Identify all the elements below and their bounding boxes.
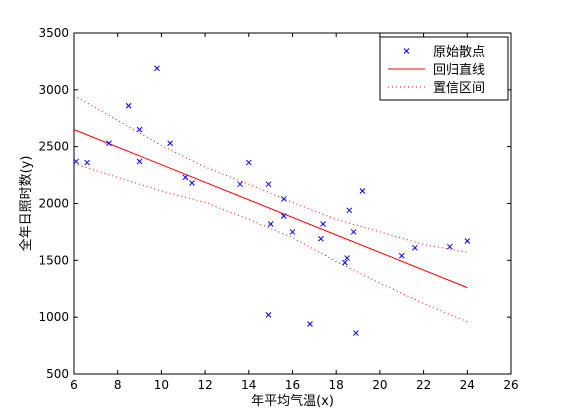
x-tick-label: 20 (372, 378, 387, 392)
legend-label: 原始散点 (433, 45, 485, 60)
legend-marker-icon (403, 48, 410, 54)
data-point-marker (167, 140, 173, 147)
data-point-marker (267, 221, 274, 227)
data-point-marker (182, 174, 189, 181)
data-point-marker (353, 330, 359, 336)
legend-label: 回归直线 (433, 63, 485, 78)
data-point-marker (412, 244, 418, 251)
x-tick-label: 18 (329, 378, 344, 392)
data-point-marker (136, 158, 143, 165)
y-tick-label: 3500 (38, 26, 69, 40)
y-tick-label: 2000 (38, 197, 69, 211)
series-layer (73, 65, 471, 336)
x-axis-label: 年平均气温(x) (251, 393, 334, 409)
legend-label: 置信区间 (433, 81, 485, 96)
data-point-marker (125, 102, 132, 109)
x-tick-label: 10 (154, 378, 169, 392)
data-point-marker (398, 252, 405, 259)
x-tick-label: 14 (241, 378, 256, 392)
data-point-marker (265, 312, 272, 318)
data-point-marker (265, 181, 272, 188)
data-point-marker (464, 238, 471, 244)
y-tick-label: 2500 (38, 140, 69, 154)
data-point-marker (84, 159, 90, 166)
confidence-lower-line (73, 163, 468, 323)
y-tick-label: 500 (46, 367, 69, 381)
data-point-marker (318, 235, 324, 242)
y-tick-label: 1500 (38, 253, 69, 267)
data-point-marker (289, 229, 296, 235)
data-point-marker (154, 65, 160, 72)
x-tick-label: 12 (197, 378, 212, 392)
data-point-marker (280, 196, 287, 202)
x-tick-label: 24 (460, 378, 475, 392)
confidence-upper-line (73, 95, 468, 253)
data-point-marker (359, 188, 366, 194)
data-point-marker (320, 221, 326, 227)
data-point-marker (344, 255, 350, 261)
data-point-marker (73, 158, 80, 165)
regression-line (73, 129, 468, 289)
x-tick-label: 6 (70, 378, 78, 392)
x-tick-label: 22 (416, 378, 431, 392)
axes: 6 8 10 12 14 16 18 20 22 24 26 500 1000 1500 2000 2500 3… (38, 26, 518, 392)
x-tick-label: 26 (503, 378, 518, 392)
y-axis-label: 全年日照时数(y) (18, 156, 34, 252)
data-point-marker (350, 229, 357, 235)
data-point-marker (245, 159, 252, 166)
data-point-marker (342, 259, 348, 266)
x-tick-label: 8 (114, 378, 122, 392)
data-point-marker (280, 213, 287, 219)
y-tick-label: 3000 (38, 83, 69, 97)
data-point-marker (189, 180, 195, 186)
data-point-marker (136, 126, 143, 133)
data-point-marker (307, 321, 313, 327)
data-point-marker (237, 181, 243, 188)
data-point-marker (106, 140, 112, 147)
data-point-marker (346, 207, 353, 214)
x-tick-label: 16 (285, 378, 300, 392)
data-point-marker (446, 243, 453, 250)
y-tick-label: 1000 (38, 310, 69, 324)
